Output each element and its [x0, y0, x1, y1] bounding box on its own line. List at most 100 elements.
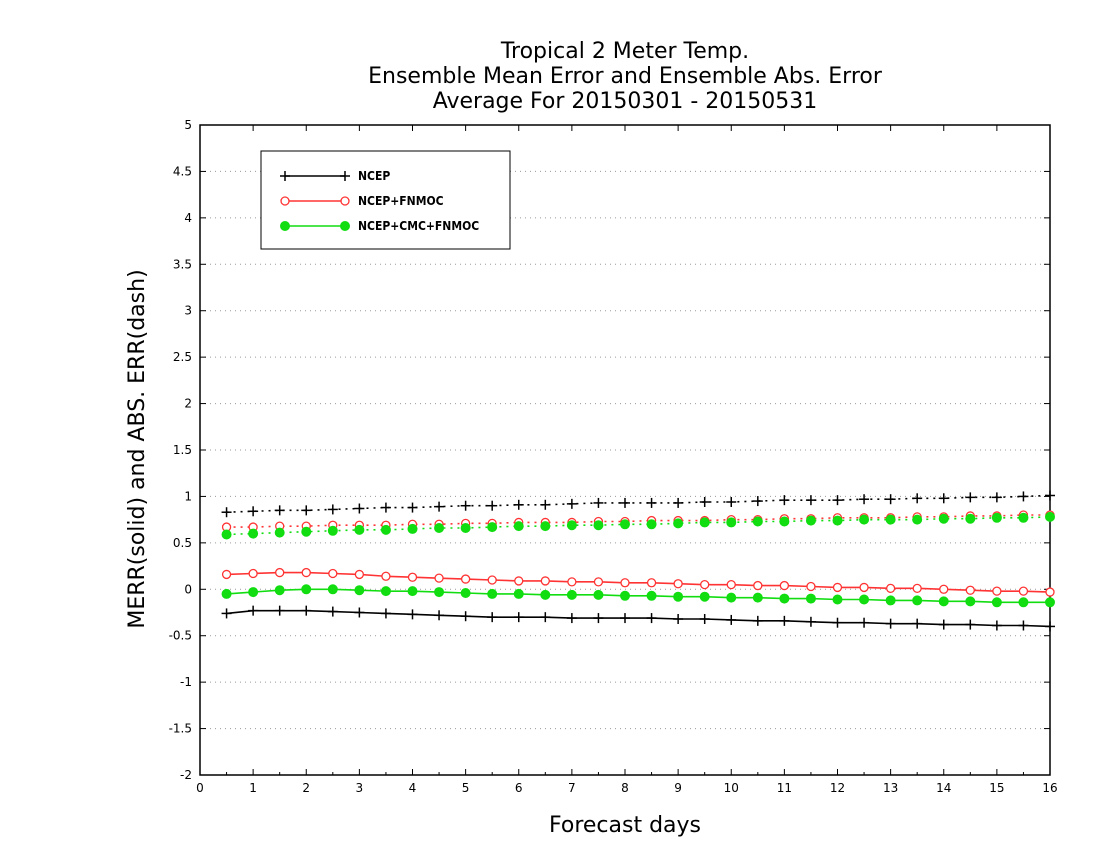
merr-marker: [673, 579, 683, 589]
merr-marker: [646, 613, 657, 624]
abs-err-marker: [646, 519, 657, 530]
merr-marker: [487, 588, 498, 599]
abs-err-marker: [301, 505, 312, 516]
abs-err-line: [226, 494, 1051, 514]
merr-marker: [912, 618, 923, 629]
legend-item: NCEP: [280, 169, 390, 183]
merr-marker: [859, 582, 869, 593]
merr-marker: [859, 594, 870, 605]
merr-marker: [1018, 597, 1029, 608]
abs-err-marker: [221, 507, 232, 518]
merr-marker: [832, 594, 843, 605]
abs-err-marker: [248, 528, 259, 539]
y-tick-label: 5: [184, 118, 192, 132]
series-NCEP: [221, 490, 1055, 632]
abs-err-marker: [566, 520, 577, 531]
merr-marker: [221, 608, 232, 619]
legend-marker: [340, 221, 350, 231]
abs-err-marker: [859, 514, 870, 525]
legend-marker: [340, 171, 350, 181]
abs-err-marker: [487, 500, 498, 511]
y-tick-label: 3.5: [173, 257, 192, 271]
abs-err-line: [226, 514, 1050, 528]
x-tick-label: 13: [883, 781, 898, 795]
merr-marker: [221, 588, 232, 599]
series-NCEP+CMC+FNMOC: [221, 511, 1055, 608]
merr-marker: [726, 579, 736, 590]
legend-box: [260, 150, 511, 250]
merr-marker: [699, 614, 710, 624]
abs-err-marker: [885, 514, 896, 525]
merr-marker: [593, 577, 604, 587]
y-tick-label: 4.5: [173, 164, 192, 178]
abs-err-marker: [726, 497, 737, 507]
merr-marker: [965, 596, 976, 607]
x-tick-label: 3: [356, 781, 364, 795]
x-tick-label: 14: [936, 781, 951, 795]
merr-marker: [726, 592, 737, 603]
merr-marker: [699, 591, 710, 602]
merr-marker: [700, 579, 710, 590]
abs-err-marker: [726, 517, 737, 528]
merr-marker: [1018, 620, 1029, 631]
merr-marker: [248, 587, 259, 598]
abs-err-marker: [646, 497, 657, 508]
merr-marker: [221, 569, 232, 580]
merr-marker: [514, 576, 524, 586]
merr-marker: [354, 607, 365, 618]
abs-err-marker: [434, 523, 445, 533]
merr-marker: [593, 589, 604, 600]
merr-marker: [407, 609, 418, 620]
merr-marker: [885, 618, 896, 629]
y-tick-label: 1.5: [173, 443, 192, 457]
merr-marker: [487, 575, 497, 585]
title-line: Tropical 2 Meter Temp.: [500, 39, 749, 64]
abs-err-marker: [752, 496, 763, 507]
merr-marker: [248, 605, 259, 616]
merr-line: [226, 609, 1051, 628]
merr-line: [226, 588, 1050, 604]
abs-err-marker: [620, 497, 630, 508]
abs-err-line: [226, 516, 1051, 536]
merr-marker: [912, 595, 923, 606]
abs-err-marker: [805, 515, 816, 526]
legend-marker: [280, 171, 290, 181]
abs-err-marker: [593, 520, 604, 531]
merr-marker: [753, 580, 763, 591]
merr-marker: [301, 605, 312, 616]
x-tick-label: 0: [196, 781, 204, 795]
abs-err-marker: [859, 494, 870, 505]
merr-marker: [434, 610, 445, 621]
series-NCEP+FNMOC: [221, 510, 1055, 597]
merr-marker: [460, 611, 471, 622]
merr-marker: [328, 568, 338, 579]
abs-err-marker: [540, 521, 551, 532]
abs-err-marker: [912, 514, 923, 525]
merr-marker: [301, 567, 311, 578]
merr-marker: [673, 614, 684, 624]
abs-err-marker: [779, 495, 790, 506]
legend-marker: [280, 221, 290, 231]
merr-marker: [248, 568, 258, 579]
merr-marker: [885, 583, 896, 594]
merr-marker: [779, 615, 790, 626]
y-tick-label: 3: [184, 304, 192, 318]
abs-err-marker: [593, 497, 604, 508]
merr-marker: [540, 589, 551, 600]
merr-marker: [566, 589, 577, 600]
abs-err-marker: [673, 518, 684, 529]
merr-marker: [566, 613, 577, 624]
merr-marker: [646, 578, 657, 588]
abs-err-marker: [301, 526, 312, 537]
merr-marker: [381, 571, 391, 581]
x-tick-label: 2: [302, 781, 310, 795]
abs-err-marker: [1018, 491, 1029, 502]
abs-err-marker: [274, 527, 285, 538]
merr-marker: [832, 617, 843, 628]
merr-marker: [513, 612, 524, 623]
abs-err-marker: [965, 513, 976, 524]
y-tick-label: -1: [180, 675, 192, 689]
y-tick-label: 4: [184, 211, 192, 225]
y-tick-label: 2: [184, 397, 192, 411]
merr-marker: [752, 592, 763, 603]
